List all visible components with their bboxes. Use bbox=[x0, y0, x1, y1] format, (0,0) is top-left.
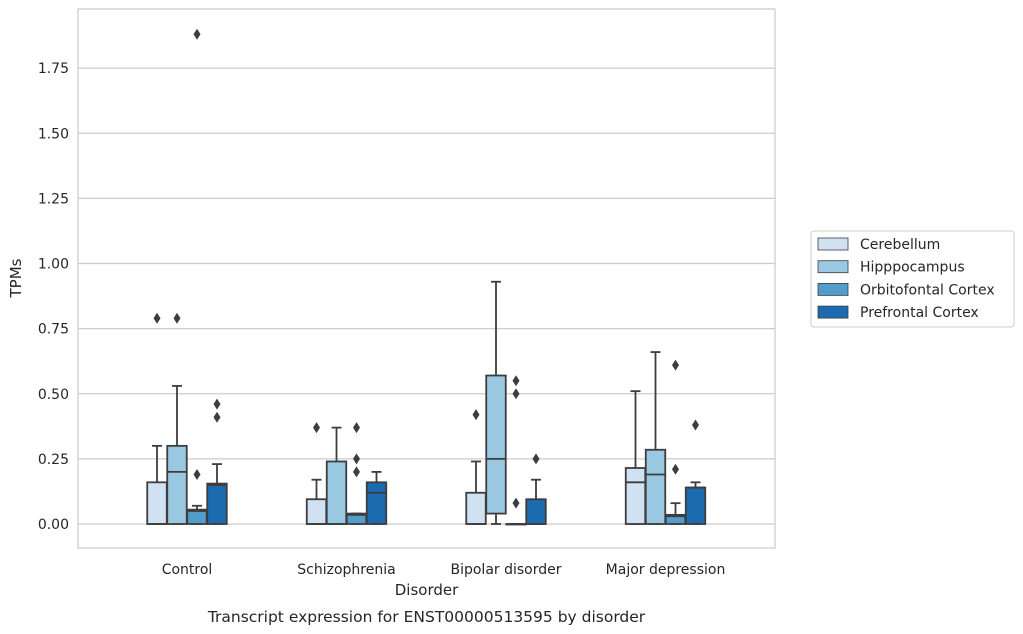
outlier-point bbox=[153, 312, 161, 324]
legend-frame bbox=[810, 230, 1015, 328]
outlier-point bbox=[313, 422, 320, 434]
y-tick-label: 0.25 bbox=[38, 452, 69, 468]
box-2-3 bbox=[525, 453, 547, 525]
y-tick-label: 1.25 bbox=[38, 191, 69, 207]
x-tick-labels: Control Schizophrenia Bipolar disorder Majo… bbox=[162, 562, 726, 578]
y-tick-label: 1.75 bbox=[38, 61, 69, 77]
x-tick-label: Control bbox=[162, 562, 213, 578]
box-3-0 bbox=[624, 390, 647, 525]
box-1-2 bbox=[345, 422, 368, 525]
outlier-point bbox=[672, 463, 679, 475]
y-axis-label: TPMs bbox=[7, 258, 25, 298]
outlier-point bbox=[193, 469, 201, 481]
outlier-point bbox=[213, 411, 221, 423]
outlier-point bbox=[672, 359, 679, 371]
legend-swatch bbox=[817, 282, 849, 296]
grid-layer bbox=[78, 67, 775, 525]
box-1-0 bbox=[305, 422, 328, 525]
box-3-2 bbox=[664, 359, 687, 525]
y-tick-label: 0.75 bbox=[38, 322, 69, 338]
box-body bbox=[325, 460, 348, 525]
box-1-3 bbox=[365, 470, 388, 525]
outlier-point bbox=[512, 497, 520, 509]
box-0-3 bbox=[206, 398, 228, 525]
x-tick-label: Schizophrenia bbox=[297, 562, 395, 578]
outlier-point bbox=[532, 453, 540, 465]
box-body bbox=[146, 481, 168, 525]
box-0-0 bbox=[146, 312, 168, 525]
x-axis-label: Disorder bbox=[395, 581, 459, 599]
legend-label: Cerebellum bbox=[860, 237, 940, 253]
x-tick-label: Bipolar disorder bbox=[450, 562, 561, 578]
legend-swatch bbox=[817, 305, 849, 319]
box-body bbox=[525, 498, 547, 525]
box-body bbox=[684, 486, 707, 525]
box-3-1 bbox=[644, 351, 667, 525]
box-body bbox=[206, 482, 228, 525]
y-tick-label: 1.00 bbox=[38, 257, 69, 273]
y-tick-labels: 0.00 0.25 0.50 0.75 1.00 1.25 1.50 1.75 bbox=[38, 61, 69, 533]
outlier-point bbox=[193, 28, 201, 40]
box-3-3 bbox=[684, 419, 707, 525]
box-0-1 bbox=[166, 312, 188, 525]
outlier-point bbox=[353, 453, 360, 465]
outlier-point bbox=[512, 388, 520, 400]
box-body bbox=[465, 491, 487, 525]
legend: Cerebellum Hipppocampus Orbitofontal Corte… bbox=[810, 230, 1015, 328]
box-body bbox=[365, 481, 388, 525]
chart-caption: Transcript expression for ENST0000051359… bbox=[207, 608, 646, 626]
plot-frame bbox=[77, 8, 776, 549]
legend-swatch bbox=[817, 237, 849, 251]
x-tick-label: Major depression bbox=[606, 562, 726, 578]
legend-label: Hipppocampus bbox=[860, 260, 965, 276]
y-tick-label: 0.00 bbox=[38, 517, 69, 533]
box-2-1 bbox=[485, 280, 507, 525]
outlier-point bbox=[692, 419, 699, 431]
y-tick-label: 0.50 bbox=[38, 387, 69, 403]
outlier-point bbox=[472, 409, 480, 421]
legend-label: Orbitofontal Cortex bbox=[860, 282, 995, 298]
box-body bbox=[624, 467, 647, 525]
outlier-point bbox=[512, 375, 520, 387]
legend-label: Prefrontal Cortex bbox=[860, 305, 979, 321]
legend-swatch bbox=[817, 260, 849, 274]
box-body bbox=[166, 444, 188, 525]
outlier-point bbox=[353, 466, 360, 478]
box-body bbox=[485, 374, 507, 515]
box-body bbox=[305, 498, 328, 525]
box-1-1 bbox=[325, 426, 348, 525]
box-2-2 bbox=[505, 375, 527, 526]
outlier-point bbox=[213, 398, 221, 410]
box-body bbox=[644, 448, 667, 525]
box-0-2 bbox=[186, 28, 208, 525]
outlier-point bbox=[353, 422, 360, 434]
box-2-0 bbox=[465, 409, 487, 525]
box-layer bbox=[146, 28, 707, 526]
y-tick-label: 1.50 bbox=[38, 126, 69, 142]
outlier-point bbox=[173, 312, 181, 324]
